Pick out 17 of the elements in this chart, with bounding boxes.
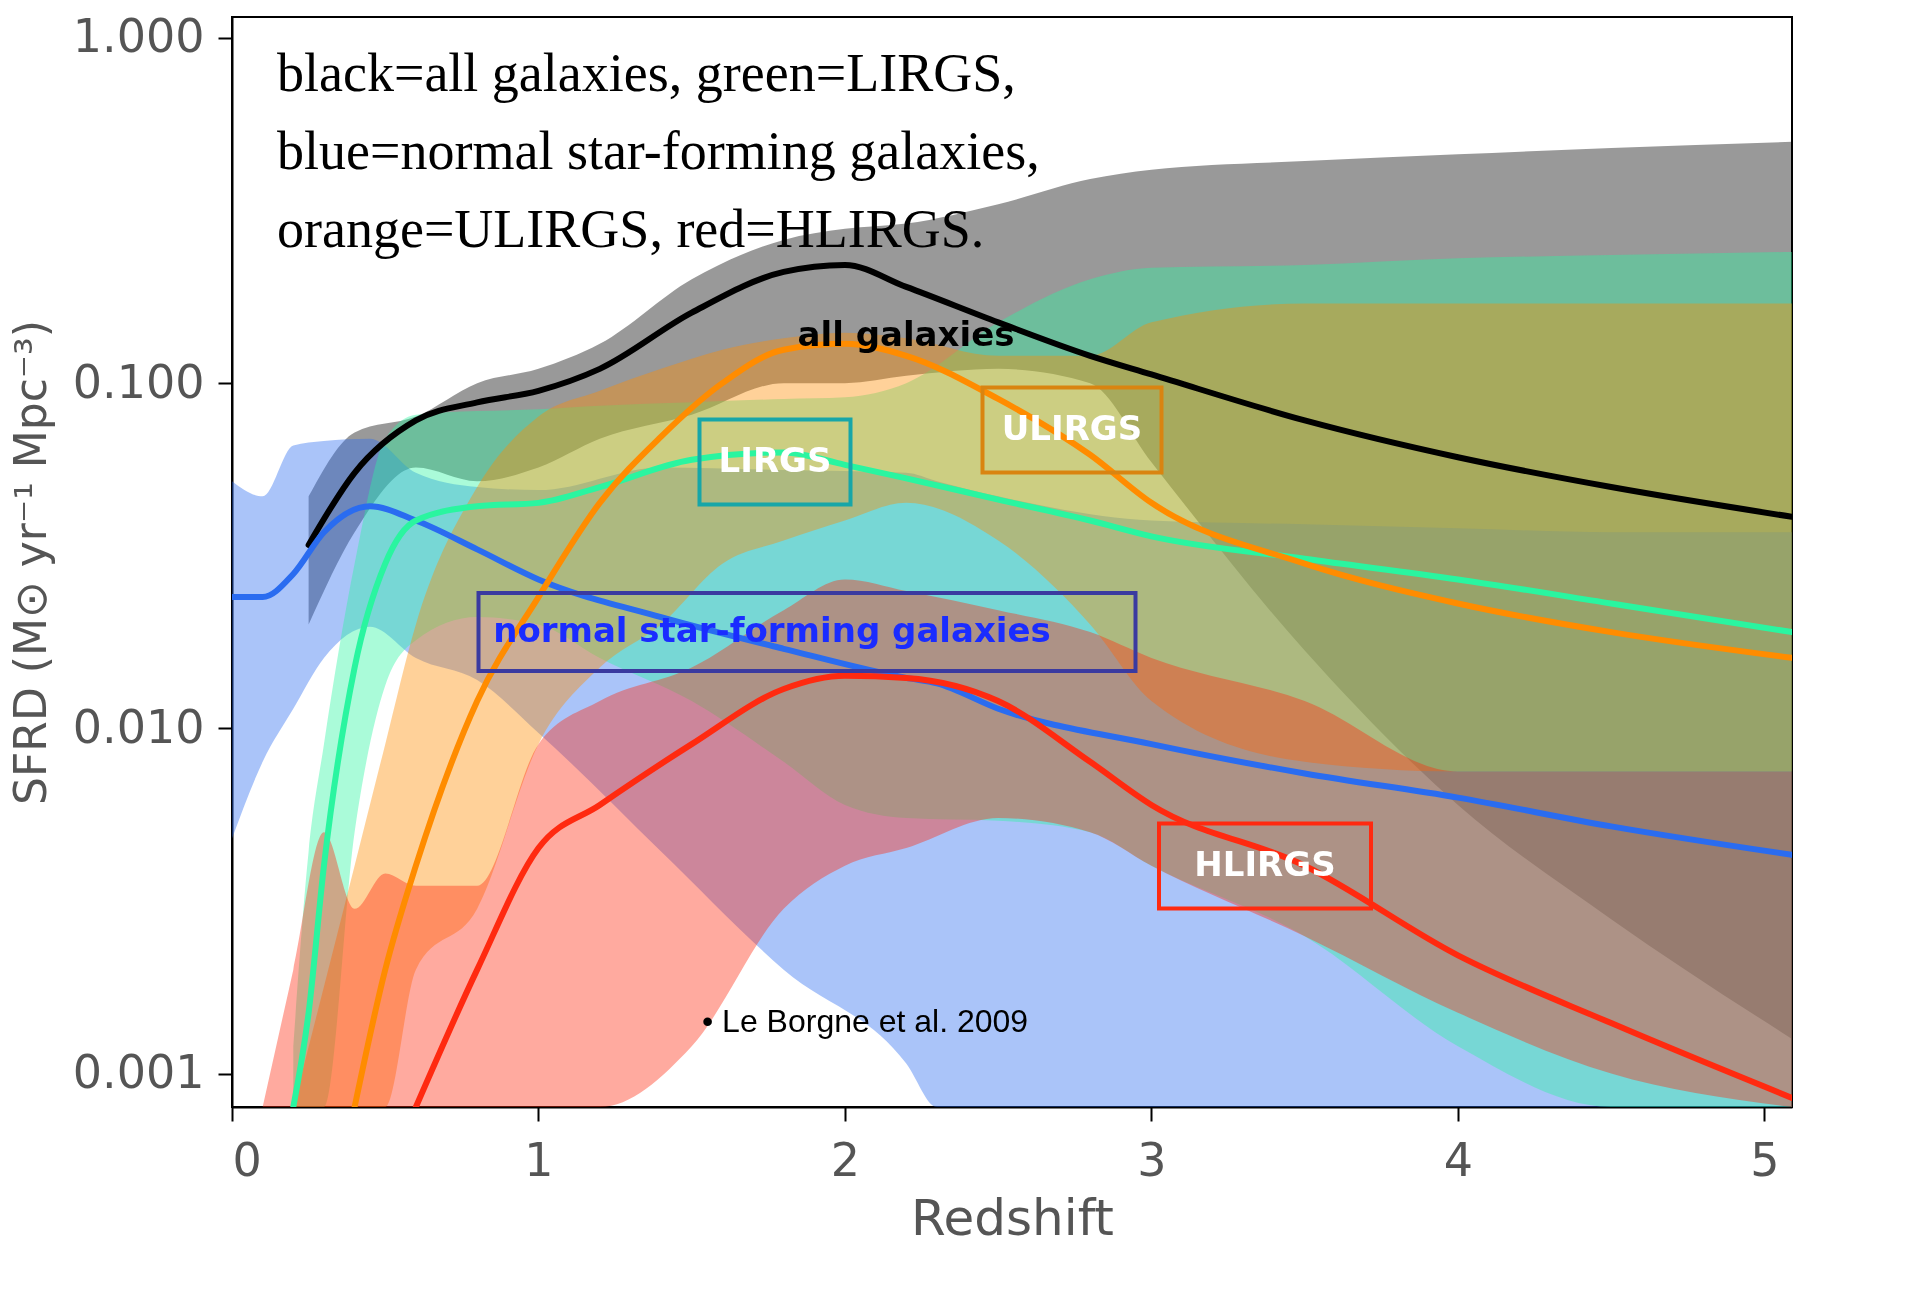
x-tick-label: 2: [830, 1132, 861, 1187]
y-axis-title: SFRD (M⊙ yr⁻¹ Mpc⁻³): [4, 320, 56, 805]
x-tick-label: 5: [1750, 1132, 1780, 1187]
x-tick-label: 3: [1137, 1132, 1167, 1187]
x-tick-label: 0: [232, 1132, 262, 1187]
annotation: blue=normal star-forming galaxies,: [277, 121, 1040, 181]
y-tick-label: 0.001: [72, 1045, 205, 1100]
x-axis-title: Redshift: [911, 1188, 1114, 1247]
annotation: black=all galaxies, green=LIRGS,: [277, 43, 1016, 103]
annotation: • Le Borgne et al. 2009: [702, 1003, 1029, 1039]
series-label: all galaxies: [797, 314, 1015, 354]
x-tick-label: 1: [524, 1132, 554, 1187]
x-tick-label: 4: [1443, 1132, 1474, 1187]
y-tick-label: 1.000: [72, 9, 205, 64]
annotation: orange=ULIRGS, red=HLIRGS.: [277, 199, 985, 259]
y-tick-label: 0.010: [72, 699, 205, 754]
y-tick-label: 0.100: [72, 354, 205, 409]
